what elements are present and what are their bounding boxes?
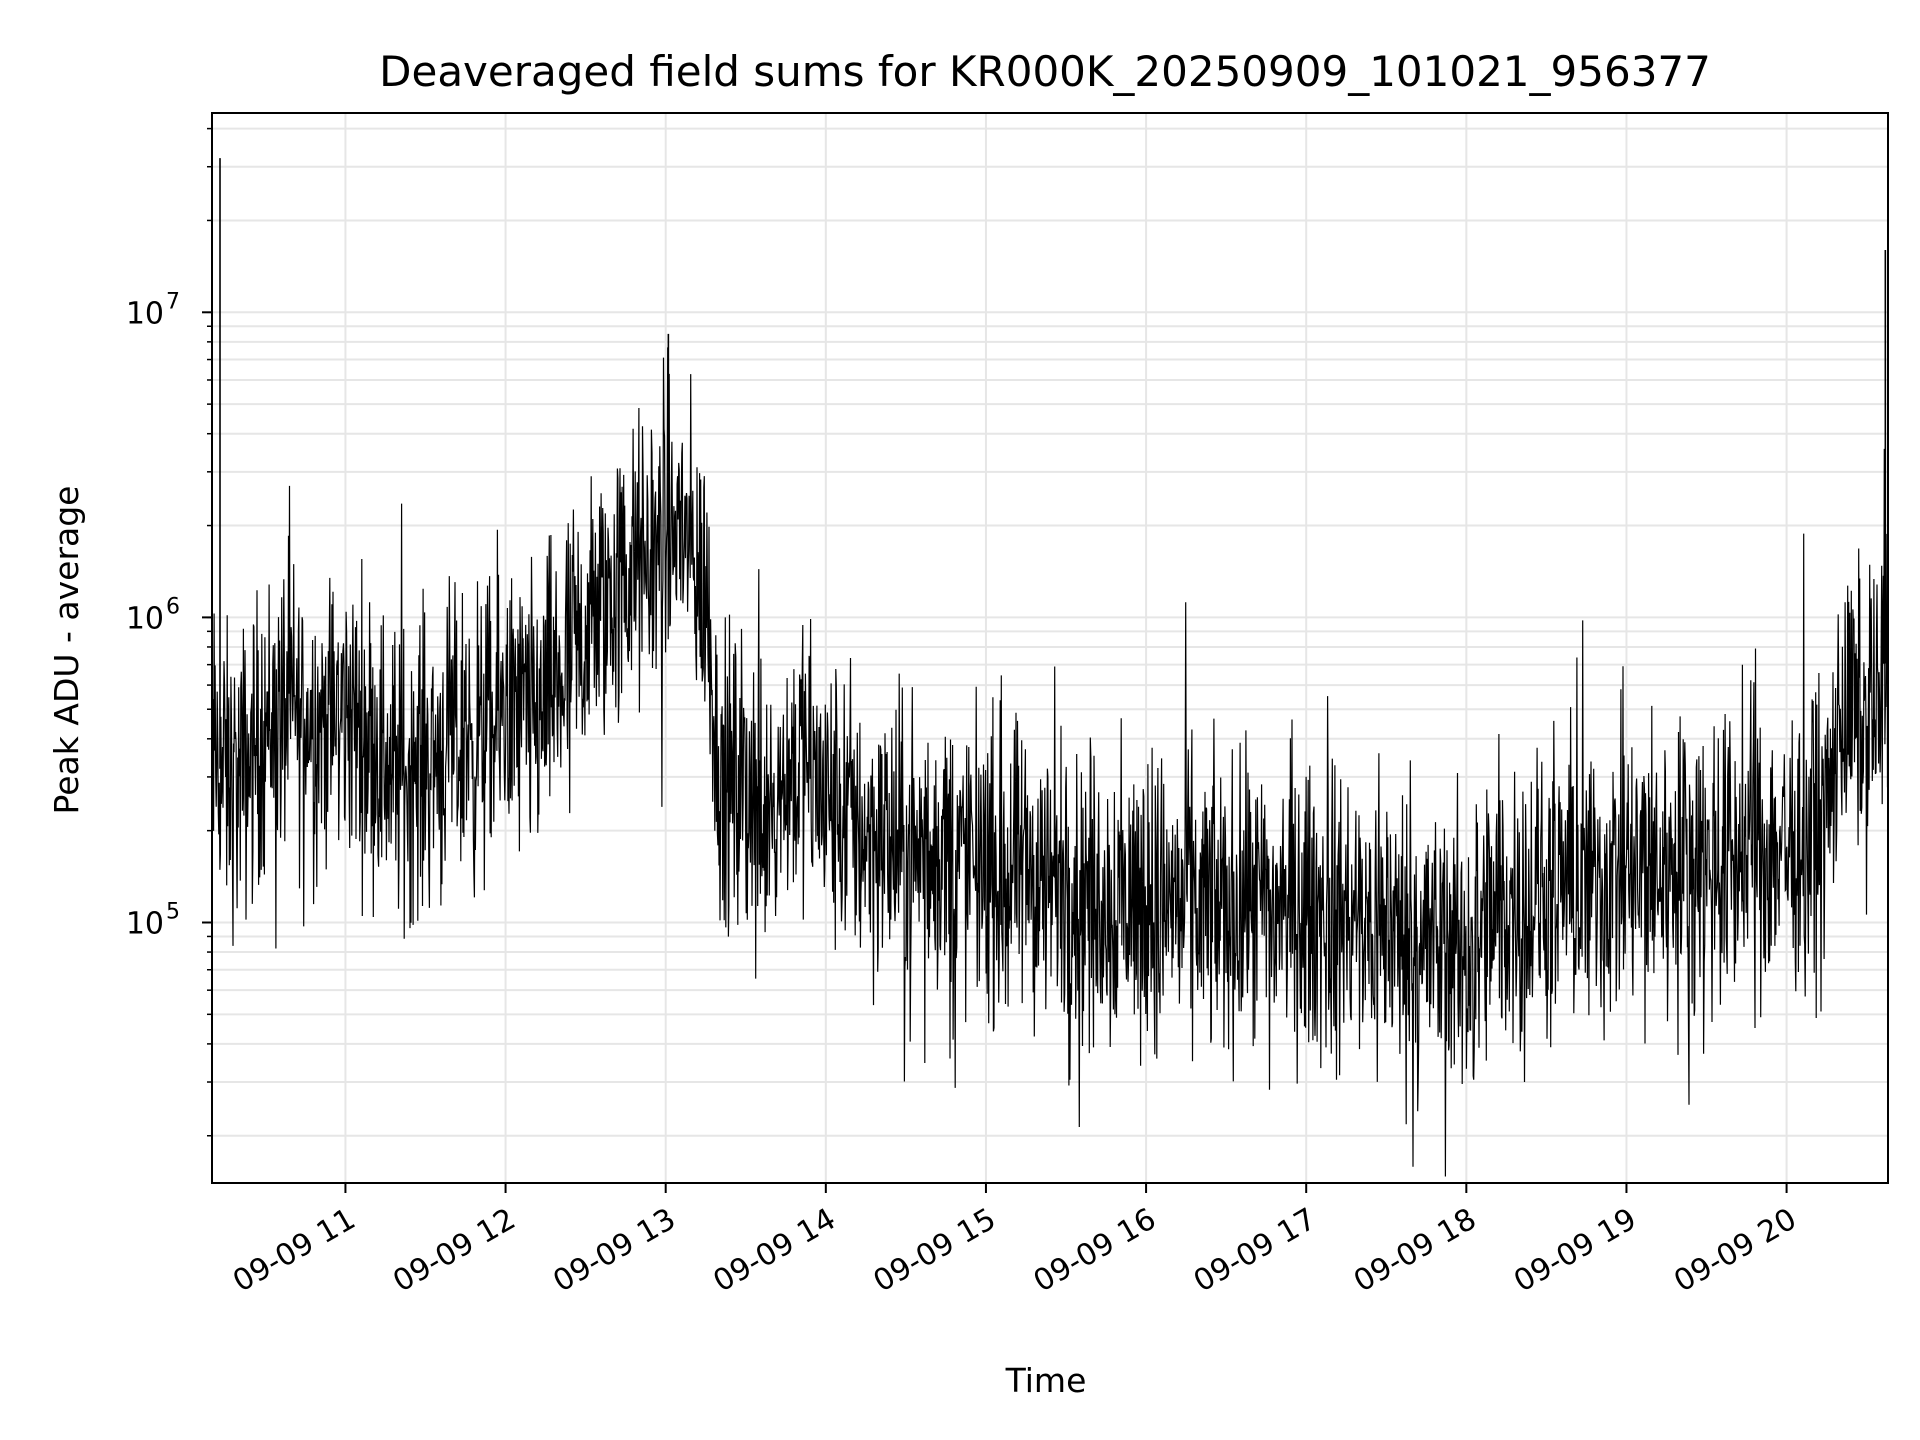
y-tick-label: 10	[126, 296, 164, 331]
y-axis-title: Peak ADU - average	[47, 486, 86, 815]
y-tick-label-exponent: 7	[166, 289, 180, 314]
y-tick-label-exponent: 5	[166, 899, 180, 924]
plot-area	[211, 158, 1889, 1177]
series-line	[211, 347, 1889, 1177]
y-tick-label: 10	[126, 906, 164, 941]
x-axis-title: Time	[1005, 1361, 1087, 1400]
y-tick-label: 10	[126, 601, 164, 636]
y-tick-label-exponent: 6	[166, 594, 180, 619]
chart-title: Deaveraged field sums for KR000K_2025090…	[379, 47, 1711, 96]
axes-frame	[211, 112, 1889, 1184]
